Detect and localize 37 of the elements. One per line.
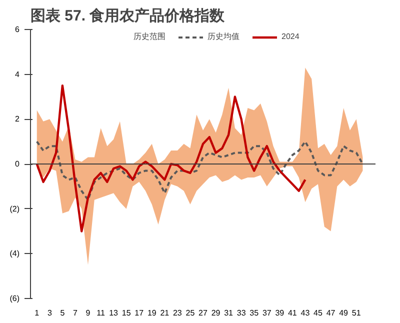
x-tick-label: 35 bbox=[250, 308, 260, 318]
y-tick-label: 0 bbox=[15, 160, 20, 168]
x-tick-label: 43 bbox=[300, 308, 310, 318]
x-tick-label: 11 bbox=[96, 308, 106, 318]
x-tick-label: 27 bbox=[198, 308, 208, 318]
x-tick-label: 19 bbox=[147, 308, 157, 318]
x-tick-label: 17 bbox=[134, 308, 144, 318]
x-tick-label: 47 bbox=[326, 308, 336, 318]
x-tick-label: 49 bbox=[339, 308, 349, 318]
x-tick-label: 23 bbox=[172, 308, 182, 318]
y-tick-label: (4) bbox=[10, 249, 20, 258]
x-tick-label: 21 bbox=[160, 308, 170, 318]
chart-title: 图表 57. 食用农产品价格指数 bbox=[30, 8, 226, 24]
x-tick-label: 41 bbox=[288, 308, 298, 318]
annotation: 历史范围 bbox=[134, 31, 166, 42]
x-tick-label: 7 bbox=[73, 308, 78, 318]
x-tick-label: 51 bbox=[352, 308, 362, 318]
y-tick-label: (2) bbox=[10, 204, 20, 214]
x-tick-label: 45 bbox=[314, 308, 323, 318]
x-tick-label: 37 bbox=[262, 308, 272, 318]
x-tick-label: 13 bbox=[109, 308, 119, 318]
legend-label: 历史均值 bbox=[208, 31, 240, 42]
x-tick-label: 29 bbox=[211, 308, 221, 318]
y-tick-label: 2 bbox=[15, 114, 20, 124]
x-tick-label: 5 bbox=[60, 308, 66, 318]
x-tick-label: 25 bbox=[186, 308, 196, 318]
y-tick-label: 6 bbox=[15, 25, 20, 34]
x-tick-label: 3 bbox=[47, 308, 52, 318]
x-tick-label: 33 bbox=[236, 308, 246, 318]
x-tick-label: 39 bbox=[275, 308, 285, 318]
legend-label: 2024 bbox=[282, 32, 300, 41]
y-tick-label: 4 bbox=[15, 70, 20, 79]
x-tick-label: 31 bbox=[224, 308, 234, 318]
x-tick-label: 1 bbox=[34, 308, 40, 318]
x-tick-label: 9 bbox=[86, 308, 91, 318]
x-tick-label: 15 bbox=[122, 308, 132, 318]
y-tick-label: (6) bbox=[10, 294, 20, 303]
